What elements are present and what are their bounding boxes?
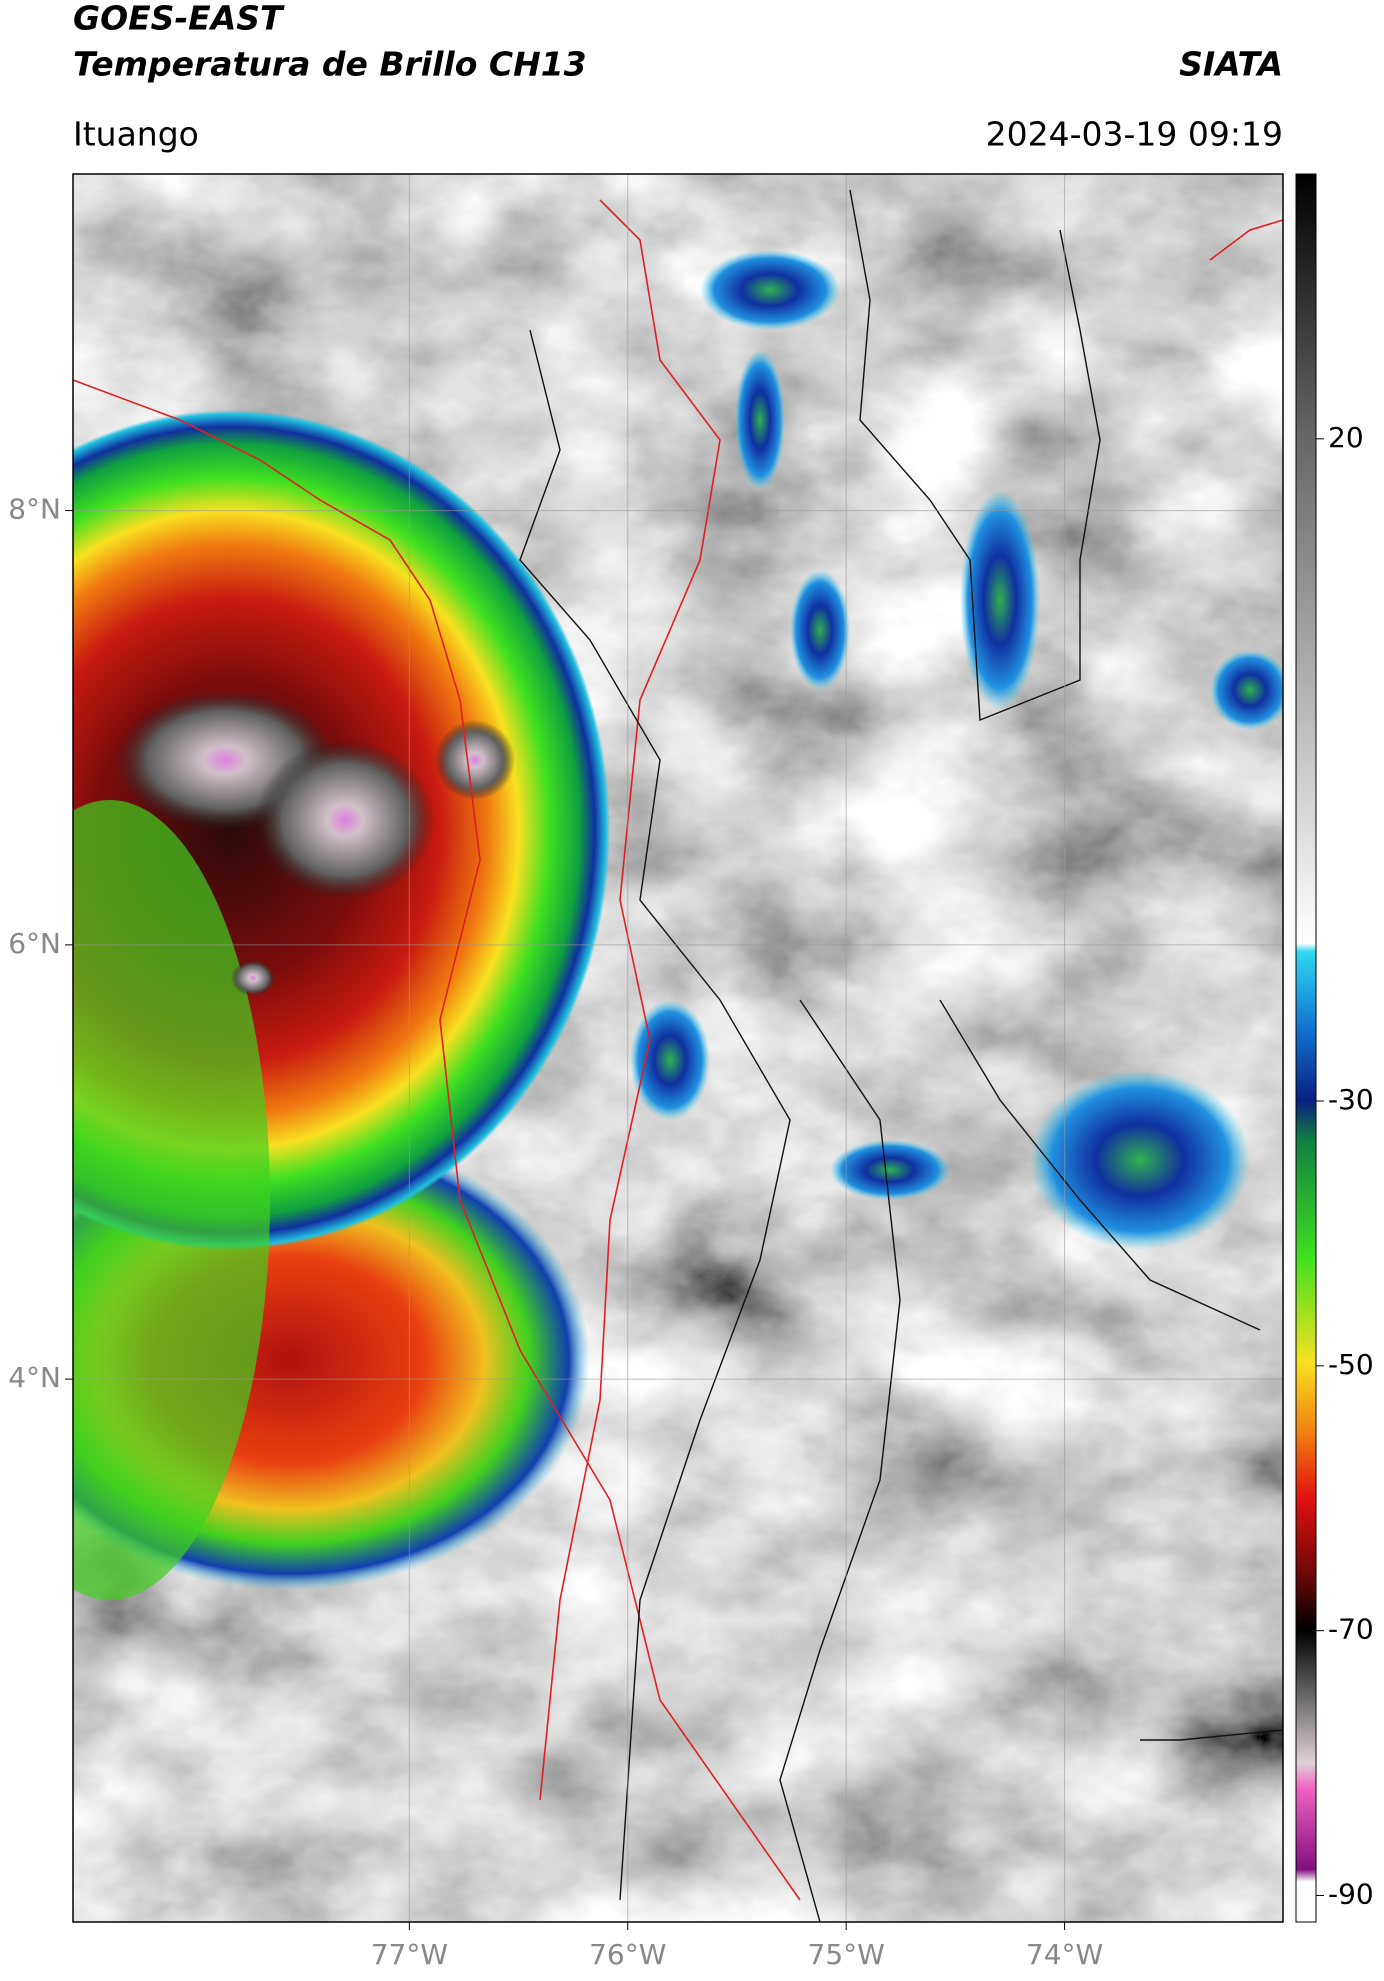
admin-border	[1140, 1729, 1283, 1741]
satellite-image	[73, 174, 1283, 1922]
colorbar-label: -90	[1328, 1878, 1374, 1911]
cloud-cell	[1030, 1070, 1250, 1250]
title: GOES-EAST	[73, 0, 285, 38]
subtitle: Temperatura de Brillo CH13	[73, 45, 587, 84]
datetime: 2024-03-19 09:19	[986, 115, 1283, 154]
colorbar-label: 20	[1328, 421, 1364, 454]
x-tick-label: 75°W	[808, 1938, 885, 1971]
colorbar-label: -50	[1328, 1348, 1374, 1381]
cloud-cell	[700, 250, 840, 330]
cloud-cell	[1210, 650, 1283, 730]
storm-core	[255, 740, 435, 900]
location: Ituango	[73, 115, 199, 154]
x-tick-label: 74°W	[1026, 1938, 1103, 1971]
map-frame	[72, 173, 1284, 1923]
cloud-cell	[790, 570, 850, 690]
admin-border	[849, 189, 1101, 722]
coastline	[1209, 219, 1283, 261]
y-tick-label: 4°N	[8, 1361, 61, 1394]
x-tick-label: 76°W	[589, 1938, 666, 1971]
coastline	[73, 379, 801, 1901]
admin-border	[939, 999, 1261, 1331]
admin-border	[519, 329, 791, 1901]
cloud-cell	[960, 490, 1040, 710]
y-tick-label: 8°N	[8, 493, 61, 526]
x-tick-label: 77°W	[371, 1938, 448, 1971]
colorbar-label: -70	[1328, 1613, 1374, 1646]
province-border	[539, 199, 721, 1801]
storm-core	[435, 720, 515, 800]
grid	[73, 174, 1283, 1922]
cloud-cell	[830, 1140, 950, 1200]
colorbar-label: -30	[1328, 1083, 1374, 1116]
storm-band	[73, 800, 270, 1600]
brand: SIATA	[1179, 45, 1283, 84]
cloud-cell	[630, 1000, 710, 1120]
admin-border	[779, 999, 901, 1922]
colorbar	[1295, 173, 1317, 1923]
storm-core	[231, 960, 275, 996]
y-tick-label: 6°N	[8, 927, 61, 960]
cloud-cell	[735, 350, 785, 490]
